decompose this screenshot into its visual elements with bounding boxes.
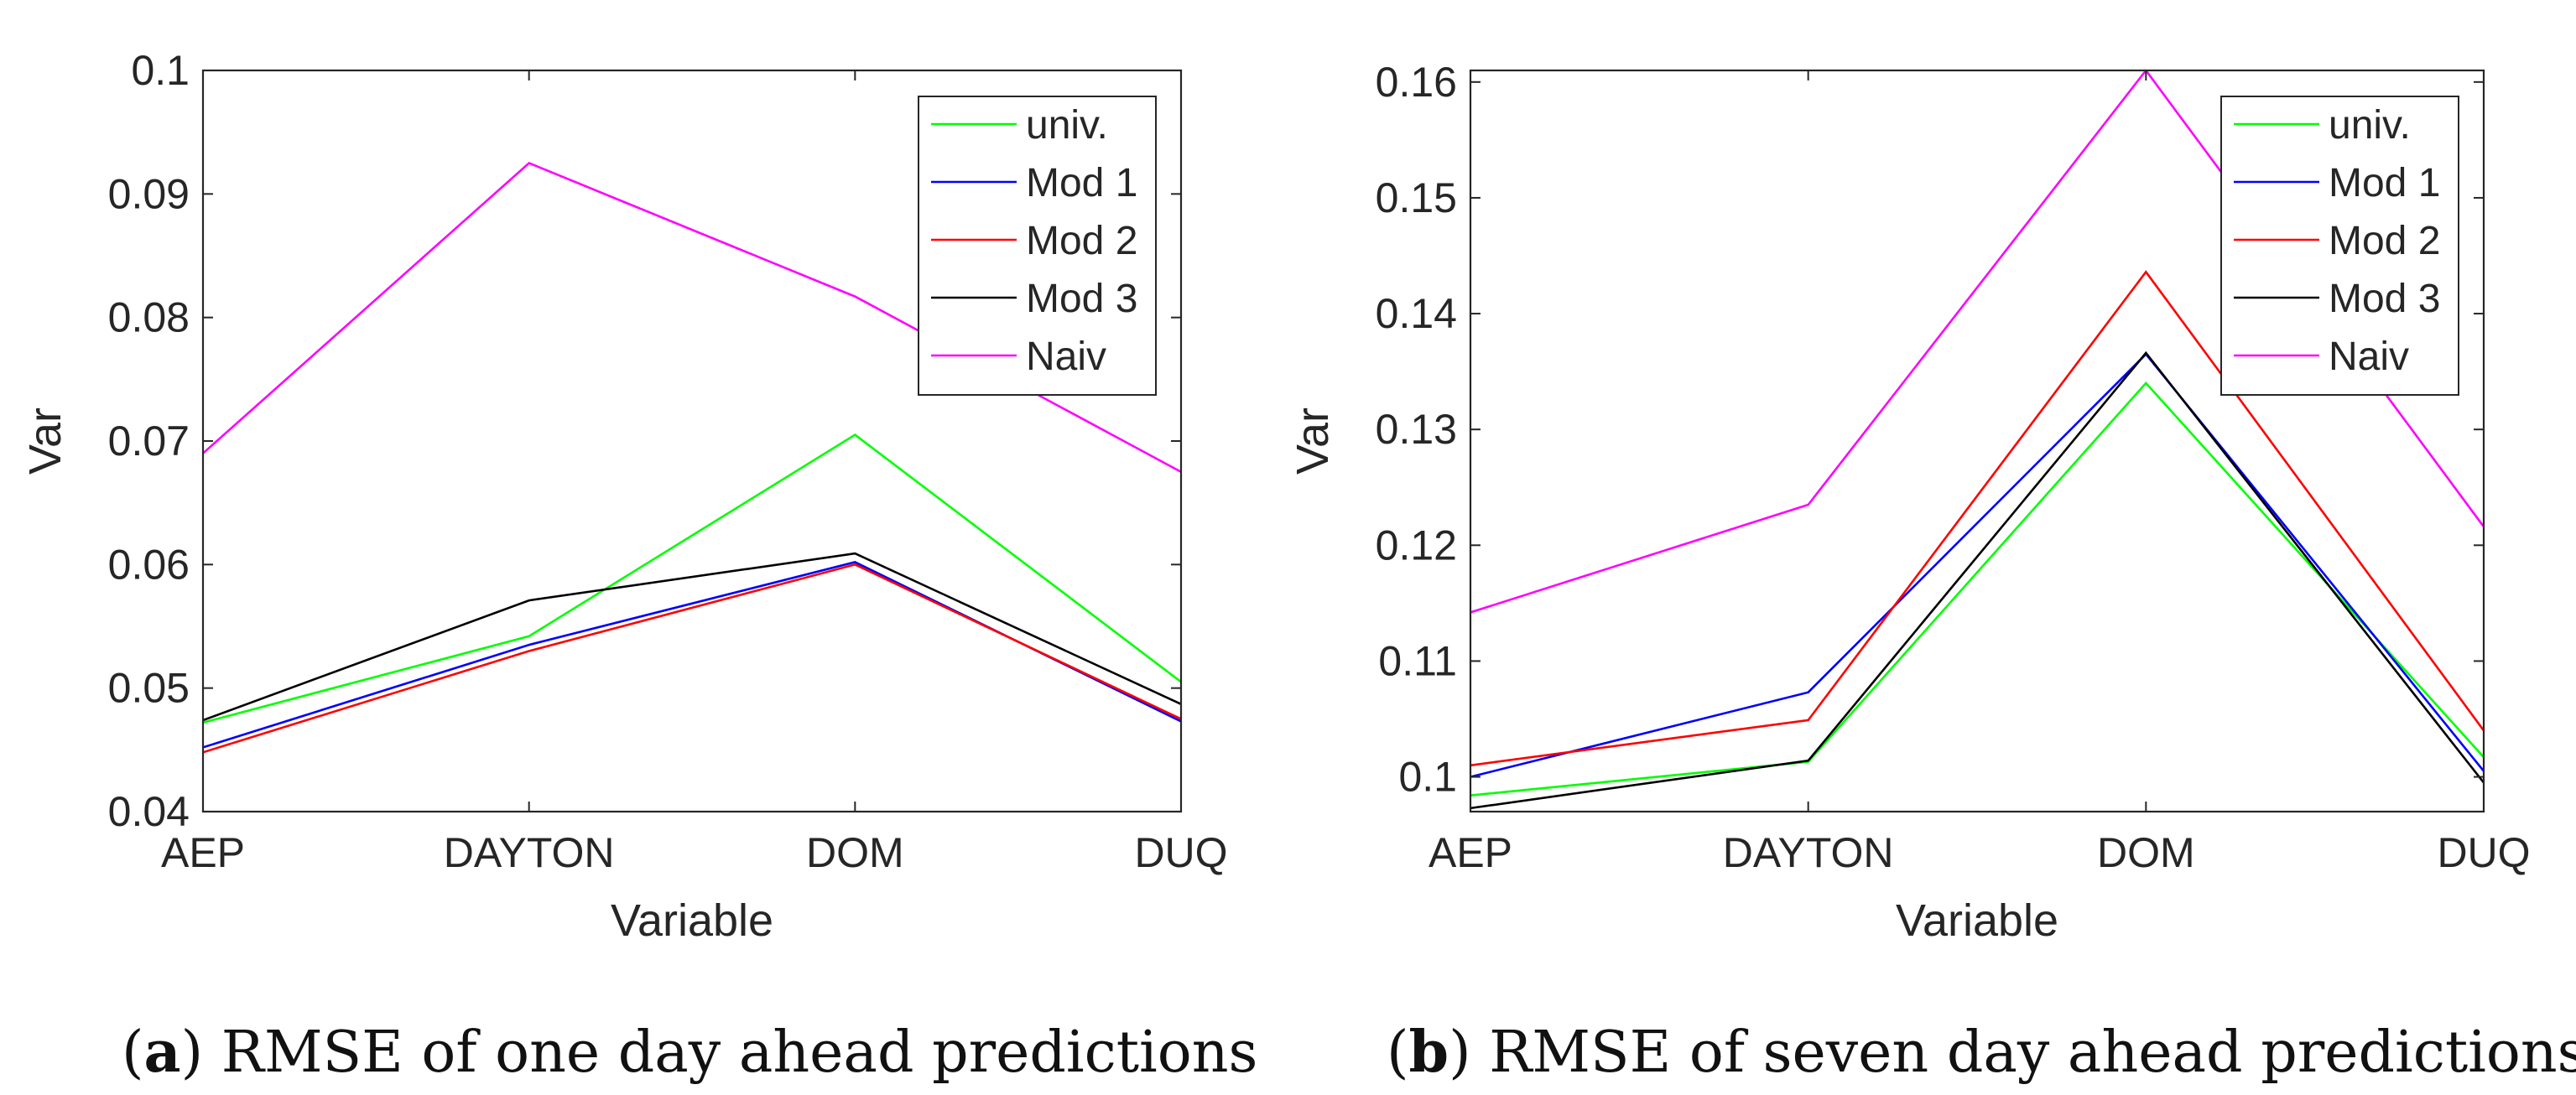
- series-line-mod3: [203, 552, 1181, 722]
- caption-paren-close: ): [1449, 1020, 1489, 1086]
- legend-label-naiv: Naiv: [2329, 335, 2409, 379]
- caption-text: RMSE of one day ahead predictions: [221, 1020, 1258, 1086]
- x-tick-label: DAYTON: [444, 829, 615, 876]
- legend-label-univ: univ.: [1026, 103, 1108, 148]
- chart-panel-b: 0.1 0.11 0.12 0.13 0.14 0.15 0.16 AEP DAYTON DOM D…: [1288, 59, 2576, 1086]
- series-line-mod3: [1470, 350, 2484, 810]
- y-tick-label: 0.08: [108, 294, 190, 341]
- chart-panel-a: 0.04 0.05 0.06 0.07 0.08 0.09 0.1 AEP DAYTON DOM D…: [20, 47, 1257, 1086]
- x-tick-label: AEP: [1429, 829, 1512, 876]
- legend-label-mod2: Mod 2: [2329, 219, 2440, 263]
- series-group: [203, 161, 1181, 754]
- legend-label-naiv: Naiv: [1026, 335, 1106, 379]
- legend: univ. Mod 1 Mod 2 Mod 3 Naiv: [918, 96, 1157, 396]
- series-line-mod1: [1470, 352, 2484, 778]
- legend-label-mod1: Mod 1: [1026, 161, 1137, 205]
- y-tick-label: 0.15: [1376, 174, 1457, 221]
- y-tick-label: 0.04: [108, 788, 190, 835]
- x-tick-label: DAYTON: [1723, 829, 1894, 876]
- caption-label: b: [1409, 1019, 1449, 1086]
- series-line-mod2: [203, 563, 1181, 754]
- legend-label-mod3: Mod 3: [1026, 277, 1137, 321]
- series-line-mod2: [1470, 270, 2484, 767]
- series-line-mod1: [203, 561, 1181, 749]
- y-tick-label: 0.1: [1398, 754, 1457, 801]
- legend-label-mod3: Mod 3: [2329, 277, 2440, 321]
- x-tick-label: DOM: [2097, 829, 2195, 876]
- legend: univ. Mod 1 Mod 2 Mod 3 Naiv: [2220, 96, 2459, 396]
- series-line-univ: [1470, 381, 2484, 797]
- caption-text: RMSE of seven day ahead predictions: [1489, 1020, 2576, 1086]
- legend-box: [918, 96, 1157, 396]
- y-tick-label: 0.06: [108, 541, 190, 588]
- x-tick-label: AEP: [161, 829, 245, 876]
- caption-paren-open: (: [1387, 1020, 1409, 1086]
- y-tick-label: 0.12: [1376, 522, 1457, 568]
- y-tick-label: 0.05: [108, 665, 190, 712]
- x-tick-label: DUQ: [1134, 829, 1227, 876]
- y-tick-label: 0.14: [1376, 290, 1457, 337]
- y-tick-label: 0.07: [108, 418, 190, 464]
- series-group: [1470, 70, 2484, 810]
- legend-label-mod1: Mod 1: [2329, 161, 2440, 205]
- caption: (a) RMSE of one day ahead predictions: [122, 1019, 1257, 1086]
- series-line-univ: [203, 433, 1181, 724]
- y-tick-label: 0.1: [131, 47, 190, 94]
- y-axis-label: Var: [20, 407, 70, 475]
- caption-paren-open: (: [122, 1020, 144, 1086]
- caption-label: a: [144, 1019, 181, 1086]
- y-tick-label: 0.16: [1376, 59, 1457, 106]
- x-axis-label: Variable: [611, 895, 773, 946]
- caption-paren-close: ): [181, 1020, 221, 1086]
- legend-label-univ: univ.: [2329, 103, 2411, 148]
- caption: (b) RMSE of seven day ahead predictions: [1387, 1019, 2576, 1086]
- x-axis-label: Variable: [1896, 895, 2058, 946]
- axes-box: [1469, 69, 2485, 813]
- y-tick-label: 0.13: [1376, 406, 1457, 453]
- legend-label-mod2: Mod 2: [1026, 219, 1137, 263]
- y-axis-label: Var: [1288, 407, 1338, 475]
- y-tick-label: 0.11: [1378, 637, 1457, 684]
- y-tick-label: 0.09: [108, 170, 190, 217]
- x-tick-label: DOM: [806, 829, 904, 876]
- x-tick-label: DUQ: [2437, 829, 2530, 876]
- legend-box: [2220, 96, 2459, 396]
